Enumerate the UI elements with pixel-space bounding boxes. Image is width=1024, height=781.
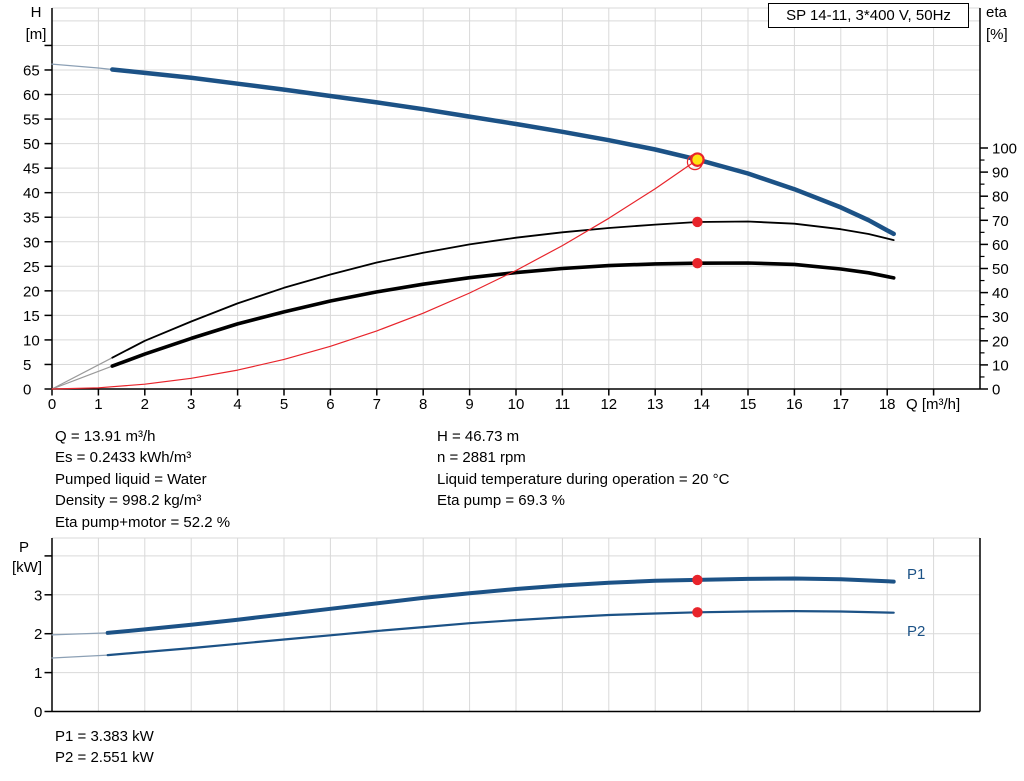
tick-label: 8 <box>419 396 427 413</box>
tick-label: 1 <box>34 665 42 682</box>
tick-label: 6 <box>326 396 334 413</box>
tick-label: 4 <box>233 396 241 413</box>
annotation-density: Density = 998.2 kg/m³ <box>55 492 202 510</box>
tick-label: 11 <box>555 396 571 413</box>
tick-label: 40 <box>23 185 40 202</box>
power-chart: 0 1 2 3 <box>34 537 981 721</box>
tick-label: 16 <box>786 396 803 413</box>
tick-label: 10 <box>23 332 40 349</box>
tick-label: 9 <box>465 396 473 413</box>
tick-label: 20 <box>23 283 40 300</box>
title-box: SP 14-11, 3*400 V, 50Hz <box>768 3 969 28</box>
tick-label: 17 <box>832 396 849 413</box>
p1-curve-lead <box>51 632 109 636</box>
tick-label: 50 <box>23 136 40 153</box>
axis-title-eta: eta <box>986 4 1007 21</box>
tick-label: 12 <box>600 396 617 413</box>
eta-pump-curve <box>111 220 895 359</box>
eta-pump-curve-lead <box>51 357 113 390</box>
annotation-p2: P2 = 2.551 kW <box>55 749 154 767</box>
axis-title-h: H <box>30 4 42 21</box>
system-curve <box>51 159 699 390</box>
tick-label: 15 <box>23 308 40 325</box>
eta-pump-motor-curve <box>110 261 896 368</box>
annotation-flow: Q = 13.91 m³/h <box>55 428 156 445</box>
tick-label: 0 <box>48 396 56 413</box>
annotation-liquid-temperature: Liquid temperature during operation = 20… <box>437 470 730 488</box>
eta-pump-point <box>692 216 703 228</box>
tick-label: 65 <box>23 62 40 79</box>
curve-label-p1: P1 <box>907 566 926 583</box>
tick-label: 55 <box>23 112 40 129</box>
pump-curve <box>110 67 896 237</box>
tick-label: 7 <box>373 396 381 413</box>
annotation-eta-pump-motor: Eta pump+motor = 52.2 % <box>55 513 231 531</box>
annotation-block-right: H = 46.73 m n = 2881 rpm Liquid temperat… <box>437 426 729 512</box>
tick-label: 0 <box>34 704 42 721</box>
tick-label: 40 <box>992 285 1009 302</box>
annotation-speed: n = 2881 rpm <box>437 449 526 467</box>
p2-curve <box>106 609 895 657</box>
eta-pump-motor-point <box>692 257 703 269</box>
tick-label: 5 <box>23 357 31 374</box>
pump-curve-lead <box>51 63 113 71</box>
tick-label: 60 <box>23 87 40 104</box>
p2-curve-lead <box>51 654 109 659</box>
eta-pump-motor-curve-lead <box>51 365 113 390</box>
tick-label: 30 <box>23 234 40 251</box>
tick-label: 100 <box>992 141 1017 158</box>
axis-title-h-unit: [m] <box>25 26 47 43</box>
annotation-pumped-liquid: Pumped liquid = Water <box>55 470 207 488</box>
annotation-block-left: Q = 13.91 m³/h Es = 0.2433 kWh/m³ Pumped… <box>55 426 230 533</box>
tick-label: 5 <box>280 396 288 413</box>
tick-label: 20 <box>992 333 1009 350</box>
tick-label: 0 <box>992 382 1000 399</box>
tick-label: 0 <box>23 382 31 399</box>
annotation-specific-energy: Es = 0.2433 kWh/m³ <box>55 449 192 467</box>
annotation-eta-pump: Eta pump = 69.3 % <box>437 492 565 510</box>
tick-label: 3 <box>34 587 42 604</box>
p1-curve <box>105 576 896 635</box>
tick-label: 80 <box>992 189 1009 206</box>
duty-point <box>690 152 705 167</box>
tick-label: 30 <box>992 309 1009 326</box>
tick-label: 2 <box>34 626 42 643</box>
tick-label: 50 <box>992 261 1009 278</box>
tick-label: 14 <box>693 396 710 413</box>
tick-label: 13 <box>647 396 664 413</box>
p1-point <box>692 574 703 586</box>
annotation-p1: P1 = 3.383 kW <box>55 728 154 745</box>
tick-label: 70 <box>992 213 1009 230</box>
tick-label: 35 <box>23 210 40 227</box>
annotation-head: H = 46.73 m <box>437 428 520 445</box>
tick-label: 18 <box>879 396 896 413</box>
axis-title-p-unit: [kW] <box>12 559 42 576</box>
tick-label: 90 <box>992 165 1009 182</box>
tick-label: 3 <box>187 396 195 413</box>
tick-label: 60 <box>992 237 1009 254</box>
tick-label: 2 <box>141 396 149 413</box>
axis-title-eta-unit: [%] <box>986 26 1008 43</box>
tick-label: 10 <box>508 396 525 413</box>
tick-label: 15 <box>740 396 757 413</box>
tick-label: 25 <box>23 259 40 276</box>
annotation-block-power: P1 = 3.383 kW P2 = 2.551 kW <box>55 726 154 769</box>
tick-label: 10 <box>992 357 1009 374</box>
p2-point <box>692 607 703 618</box>
x-axis-unit-label: Q [m³/h] <box>906 396 961 413</box>
tick-label: 1 <box>94 396 102 413</box>
axis-title-p: P <box>18 539 29 556</box>
tick-label: 45 <box>23 161 40 178</box>
curve-label-p2: P2 <box>907 623 926 640</box>
